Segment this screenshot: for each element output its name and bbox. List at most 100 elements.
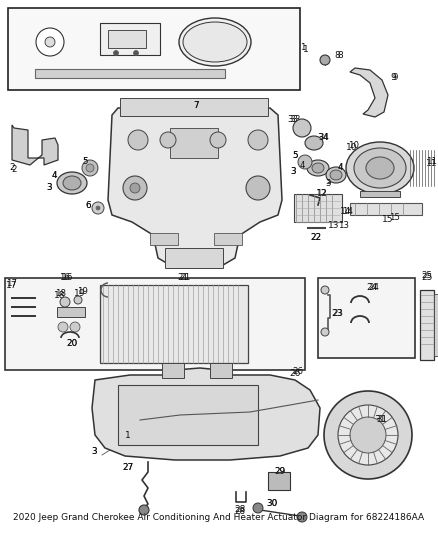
- Circle shape: [86, 164, 94, 172]
- Text: 29: 29: [274, 467, 286, 477]
- Text: 6: 6: [85, 200, 91, 209]
- Circle shape: [70, 322, 80, 332]
- Text: 13: 13: [328, 222, 340, 230]
- Text: 5: 5: [82, 157, 88, 166]
- Circle shape: [321, 328, 329, 336]
- Text: 31: 31: [377, 416, 388, 424]
- Bar: [118, 385, 258, 445]
- Text: 9: 9: [392, 74, 398, 83]
- Text: 1: 1: [125, 431, 131, 440]
- Text: 7: 7: [193, 101, 199, 109]
- Circle shape: [248, 130, 268, 150]
- Text: 10: 10: [346, 143, 358, 152]
- Bar: [318, 278, 415, 358]
- Text: 14: 14: [340, 206, 352, 215]
- Text: 17: 17: [7, 279, 18, 288]
- Circle shape: [324, 391, 412, 479]
- Ellipse shape: [330, 170, 342, 180]
- Polygon shape: [108, 108, 282, 268]
- Text: 5: 5: [82, 157, 88, 166]
- Text: 11: 11: [426, 158, 438, 167]
- Text: 10: 10: [349, 141, 360, 149]
- Circle shape: [350, 417, 386, 453]
- Text: 13: 13: [339, 222, 350, 230]
- Text: 2020 Jeep Grand Cherokee Air Conditioning And Heater Actuator Diagram for 682241: 2020 Jeep Grand Cherokee Air Conditionin…: [14, 513, 424, 522]
- Bar: [57, 307, 85, 317]
- Text: 11: 11: [427, 157, 438, 166]
- Circle shape: [139, 505, 149, 515]
- Ellipse shape: [366, 157, 394, 179]
- Text: 6: 6: [85, 201, 91, 211]
- Text: 17: 17: [6, 280, 18, 289]
- Bar: [268, 472, 290, 490]
- Bar: [162, 363, 184, 378]
- Text: 21: 21: [179, 273, 191, 282]
- Text: 15: 15: [389, 214, 400, 222]
- Text: 2: 2: [11, 166, 17, 174]
- Polygon shape: [350, 68, 388, 117]
- Circle shape: [160, 132, 176, 148]
- Text: 20: 20: [67, 340, 78, 349]
- Text: 26: 26: [290, 368, 301, 377]
- Text: 26: 26: [293, 367, 304, 376]
- Text: 30: 30: [266, 498, 278, 507]
- Text: 8: 8: [334, 51, 340, 60]
- Ellipse shape: [346, 142, 414, 194]
- Text: 16: 16: [60, 272, 71, 281]
- Bar: [170, 128, 218, 158]
- Text: 12: 12: [316, 189, 328, 198]
- Circle shape: [113, 51, 119, 55]
- Text: 33: 33: [287, 116, 299, 125]
- Text: 4: 4: [337, 164, 343, 173]
- Text: 34: 34: [318, 133, 329, 142]
- Text: 28: 28: [234, 507, 246, 516]
- Circle shape: [253, 503, 263, 513]
- Text: 8: 8: [337, 51, 343, 60]
- Text: 15: 15: [382, 215, 394, 224]
- Polygon shape: [92, 368, 320, 460]
- Text: 3: 3: [91, 448, 97, 456]
- Bar: [8, 8, 300, 90]
- Circle shape: [130, 183, 140, 193]
- Bar: [350, 203, 422, 215]
- Circle shape: [321, 286, 329, 294]
- Circle shape: [74, 296, 82, 304]
- Ellipse shape: [63, 176, 81, 190]
- Text: 20: 20: [66, 340, 78, 349]
- Ellipse shape: [305, 136, 323, 150]
- Text: 4: 4: [299, 160, 305, 169]
- Text: 27: 27: [122, 464, 134, 472]
- Text: 19: 19: [77, 287, 88, 296]
- Circle shape: [293, 119, 311, 137]
- Text: 23: 23: [331, 309, 343, 318]
- Ellipse shape: [179, 18, 251, 66]
- Text: 4: 4: [51, 172, 57, 181]
- Text: 33: 33: [289, 116, 301, 125]
- Text: 31: 31: [374, 416, 386, 424]
- Text: 5: 5: [292, 150, 298, 159]
- Text: 29: 29: [275, 466, 286, 475]
- Text: 3: 3: [46, 183, 52, 192]
- Circle shape: [338, 405, 398, 465]
- Ellipse shape: [312, 163, 324, 173]
- Text: 16: 16: [62, 272, 74, 281]
- Circle shape: [128, 130, 148, 150]
- Text: 24: 24: [368, 284, 379, 293]
- Bar: [150, 233, 178, 245]
- Text: 22: 22: [311, 232, 321, 241]
- Bar: [108, 30, 146, 48]
- Text: 3: 3: [325, 179, 331, 188]
- Text: 7: 7: [193, 101, 199, 109]
- Circle shape: [297, 512, 307, 522]
- Text: 18: 18: [54, 290, 66, 300]
- Bar: [360, 191, 400, 197]
- Ellipse shape: [326, 167, 346, 183]
- Text: 1: 1: [300, 44, 306, 52]
- Bar: [420, 290, 434, 360]
- Ellipse shape: [57, 172, 87, 194]
- Bar: [165, 248, 223, 268]
- Text: 3: 3: [46, 183, 52, 192]
- Text: 3: 3: [290, 167, 296, 176]
- Circle shape: [60, 297, 70, 307]
- Text: 9: 9: [390, 74, 396, 83]
